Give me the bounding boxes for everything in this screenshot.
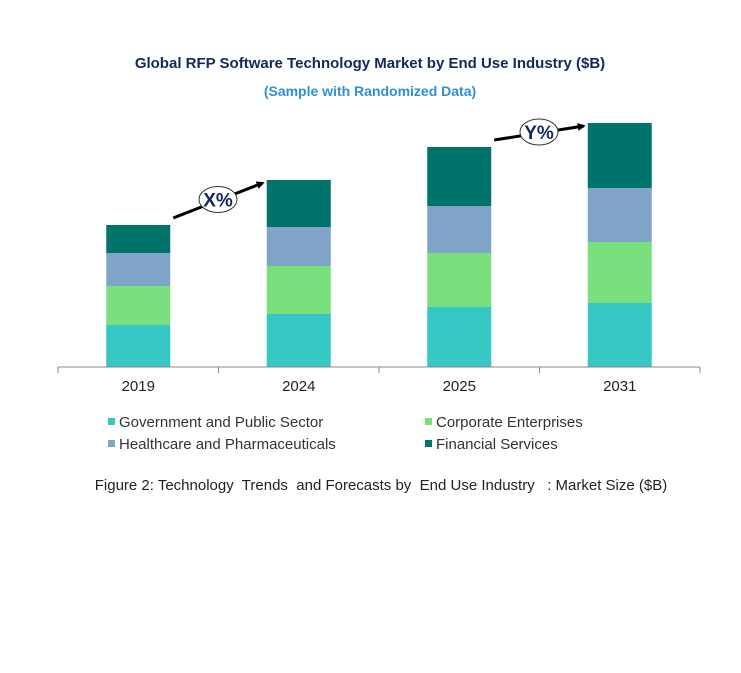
legend-label: Financial Services xyxy=(436,436,558,453)
x-ticks: 2019 2024 2025 2031 xyxy=(57,367,701,395)
legend: Government and Public Sector Corporate En… xyxy=(108,414,583,453)
bars xyxy=(106,123,652,367)
legend-label: Healthcare and Pharmaceuticals xyxy=(119,436,336,453)
legend-swatch xyxy=(108,440,115,447)
growth-label-bubble xyxy=(519,118,559,146)
growth-label-bubble xyxy=(198,186,238,213)
bar-segment-2024-0 xyxy=(266,314,331,367)
chart-subtitle: (Sample with Randomized Data) xyxy=(264,83,476,99)
chart-title: Global RFP Software Technology Market by… xyxy=(135,55,605,72)
bar-segment-2024-3 xyxy=(266,180,331,227)
bar-segment-2031-2 xyxy=(587,188,652,242)
legend-label: Government and Public Sector xyxy=(119,414,323,431)
x-tick-label: 2025 xyxy=(443,378,476,395)
legend-swatch xyxy=(425,440,432,447)
bar-segment-2019-2 xyxy=(106,253,171,286)
bar-segment-2025-0 xyxy=(427,307,492,367)
figure-caption: Figure 2: Technology Trends and Forecast… xyxy=(95,477,667,494)
bar-segment-2025-3 xyxy=(427,147,492,206)
x-tick-label: 2019 xyxy=(122,378,155,395)
bar-segment-2025-2 xyxy=(427,206,492,253)
growth-label: X% xyxy=(203,191,233,212)
legend-swatch xyxy=(425,418,432,425)
x-tick-label: 2024 xyxy=(282,378,315,395)
bar-segment-2019-3 xyxy=(106,225,171,253)
legend-swatch xyxy=(108,418,115,425)
bar-segment-2024-1 xyxy=(266,266,331,314)
annotations: X% Y% xyxy=(172,118,586,220)
bar-segment-2025-1 xyxy=(427,253,492,307)
bar-segment-2031-0 xyxy=(587,303,652,367)
bar-segment-2031-3 xyxy=(587,123,652,188)
bar-segment-2019-1 xyxy=(106,286,171,325)
bar-segment-2019-0 xyxy=(106,325,171,367)
growth-label: Y% xyxy=(524,123,554,144)
bar-segment-2031-1 xyxy=(587,242,652,303)
x-tick-label: 2031 xyxy=(603,378,636,395)
legend-label: Corporate Enterprises xyxy=(436,414,583,431)
bar-segment-2024-2 xyxy=(266,227,331,266)
